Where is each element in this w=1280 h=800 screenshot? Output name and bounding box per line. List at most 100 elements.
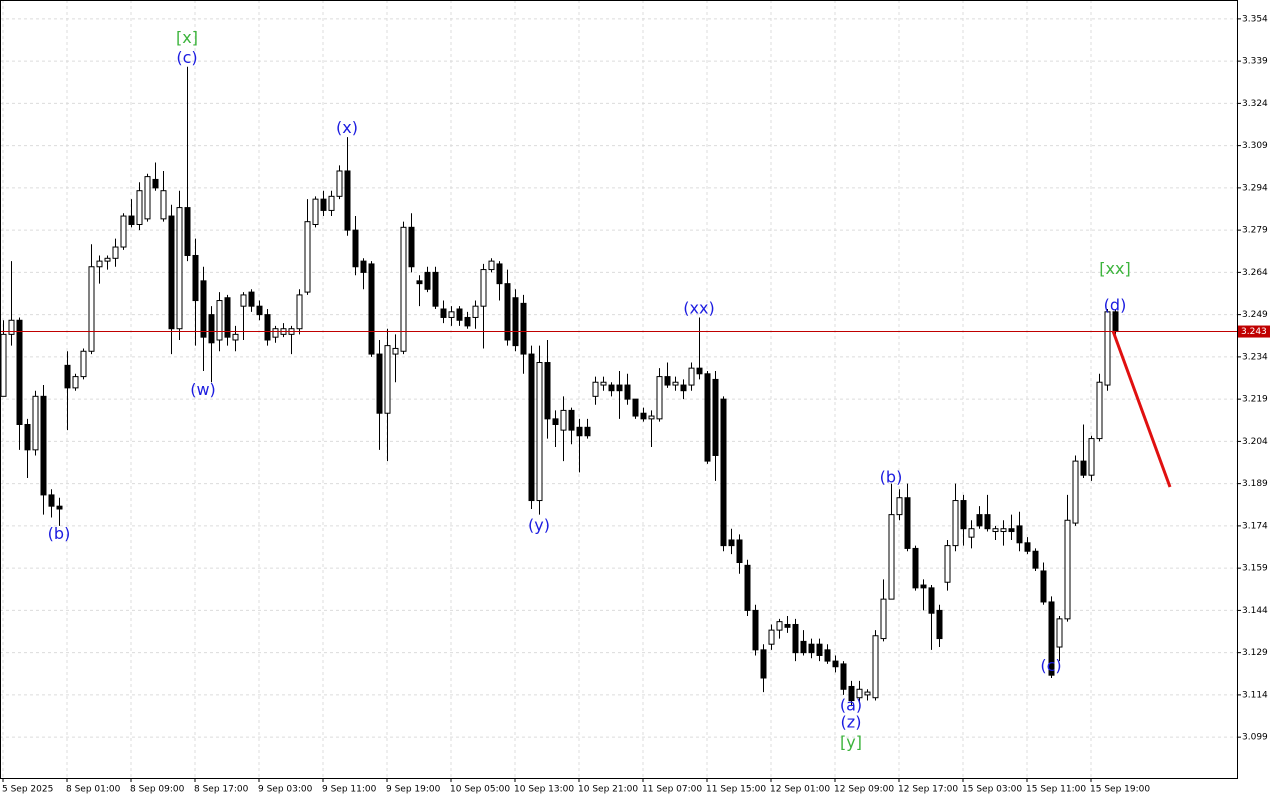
candle-body [504,283,511,341]
candle-body [72,376,79,389]
candle-body [704,373,711,462]
candle-body [688,367,695,386]
candle-body [480,269,487,307]
candle-body [976,514,983,527]
candle-body [408,226,415,268]
candle-body [456,308,463,321]
y-tick-label: 3.264 [1242,268,1268,278]
candle-body [232,333,239,341]
candle-body [1096,381,1103,440]
candle-body [1040,570,1047,603]
candle-body [968,528,975,538]
candle-body [264,314,271,341]
candle-body [192,254,199,302]
candle-body [936,609,943,640]
candle-body [40,395,47,496]
candle-body [1056,618,1063,648]
candle-body [1008,528,1015,533]
candle-body [992,528,999,533]
candle-body [64,364,71,389]
candle-body [536,362,543,502]
candle-body [736,539,743,564]
overlay: 3.243[x](c)(b)(w)(x)(y)(xx)(a)(z)[y](b)(… [0,28,1270,751]
x-tick-label: 9 Sep 03:00 [258,785,313,795]
x-tick-label: 15 Sep 03:00 [962,785,1022,795]
candle-body [344,170,351,231]
x-tick-label: 10 Sep 21:00 [578,785,638,795]
wave-label: [x] [176,28,198,47]
candle-body [912,547,919,589]
candle-body [216,300,223,341]
candle-body [824,649,831,662]
wave-label: (b) [48,524,71,543]
x-tick-label: 11 Sep 15:00 [706,785,766,795]
x-tick-label: 12 Sep 17:00 [898,785,958,795]
candle-body [320,198,327,211]
candle-body [56,505,63,510]
candle-body [800,640,807,654]
candle-body [984,514,991,530]
candle-body [88,266,95,352]
candle-body [136,190,143,225]
candle-body [608,384,615,392]
y-tick-label: 3.324 [1242,99,1268,109]
candle-body [248,291,255,307]
candle-body [768,629,775,645]
current-price-box [1238,325,1270,338]
candle-body [112,246,119,259]
candle-body [8,319,15,335]
candle-body [432,271,439,307]
candle-body [1064,519,1071,620]
wave-label: (w) [190,380,216,399]
candle-body [160,190,167,220]
y-tick-label: 3.249 [1242,310,1268,320]
y-tick-label: 3.309 [1242,141,1268,151]
candle-body [872,635,879,699]
wave-label: (d) [1104,296,1127,315]
y-tick-label: 3.204 [1242,437,1268,447]
candle-body [624,384,631,400]
candle-body [48,494,55,507]
candle-body [920,584,927,589]
candle-body [376,353,383,414]
x-tick-label: 9 Sep 11:00 [322,785,377,795]
candle-body [1000,528,1007,533]
candle-body [1072,460,1079,524]
wave-label: [y] [840,732,862,751]
candle-body [120,215,127,248]
candle-body [0,333,7,397]
candle-body [200,280,207,338]
candle-body [352,229,359,268]
candle-body [864,691,871,696]
y-tick-label: 3.114 [1242,690,1268,700]
candle-body [208,314,215,344]
candle-body [784,623,791,628]
x-tick-label: 10 Sep 13:00 [514,785,574,795]
candle-body [712,378,719,456]
candle-body [656,376,663,420]
x-tick-label: 11 Sep 07:00 [642,785,702,795]
y-tick-label: 3.354 [1242,14,1268,24]
candle-body [488,260,495,271]
candle-body [792,623,799,654]
candle-body [496,263,503,285]
candle-body [552,418,559,425]
wave-label: (a) [840,696,862,715]
x-tick-label: 12 Sep 01:00 [770,785,830,795]
candle-body [568,409,575,431]
candle-body [512,297,519,347]
candle-body [128,215,135,225]
candle-body [312,198,319,225]
candle-body [464,316,471,327]
x-tick-label: 5 Sep 2025 [2,785,53,795]
candle-body [544,362,551,420]
candle-body [224,297,231,338]
candle-body [752,609,759,651]
y-tick-label: 3.144 [1242,606,1268,616]
candle-body [1088,438,1095,476]
candle-body [360,260,367,273]
candles [0,66,1119,707]
